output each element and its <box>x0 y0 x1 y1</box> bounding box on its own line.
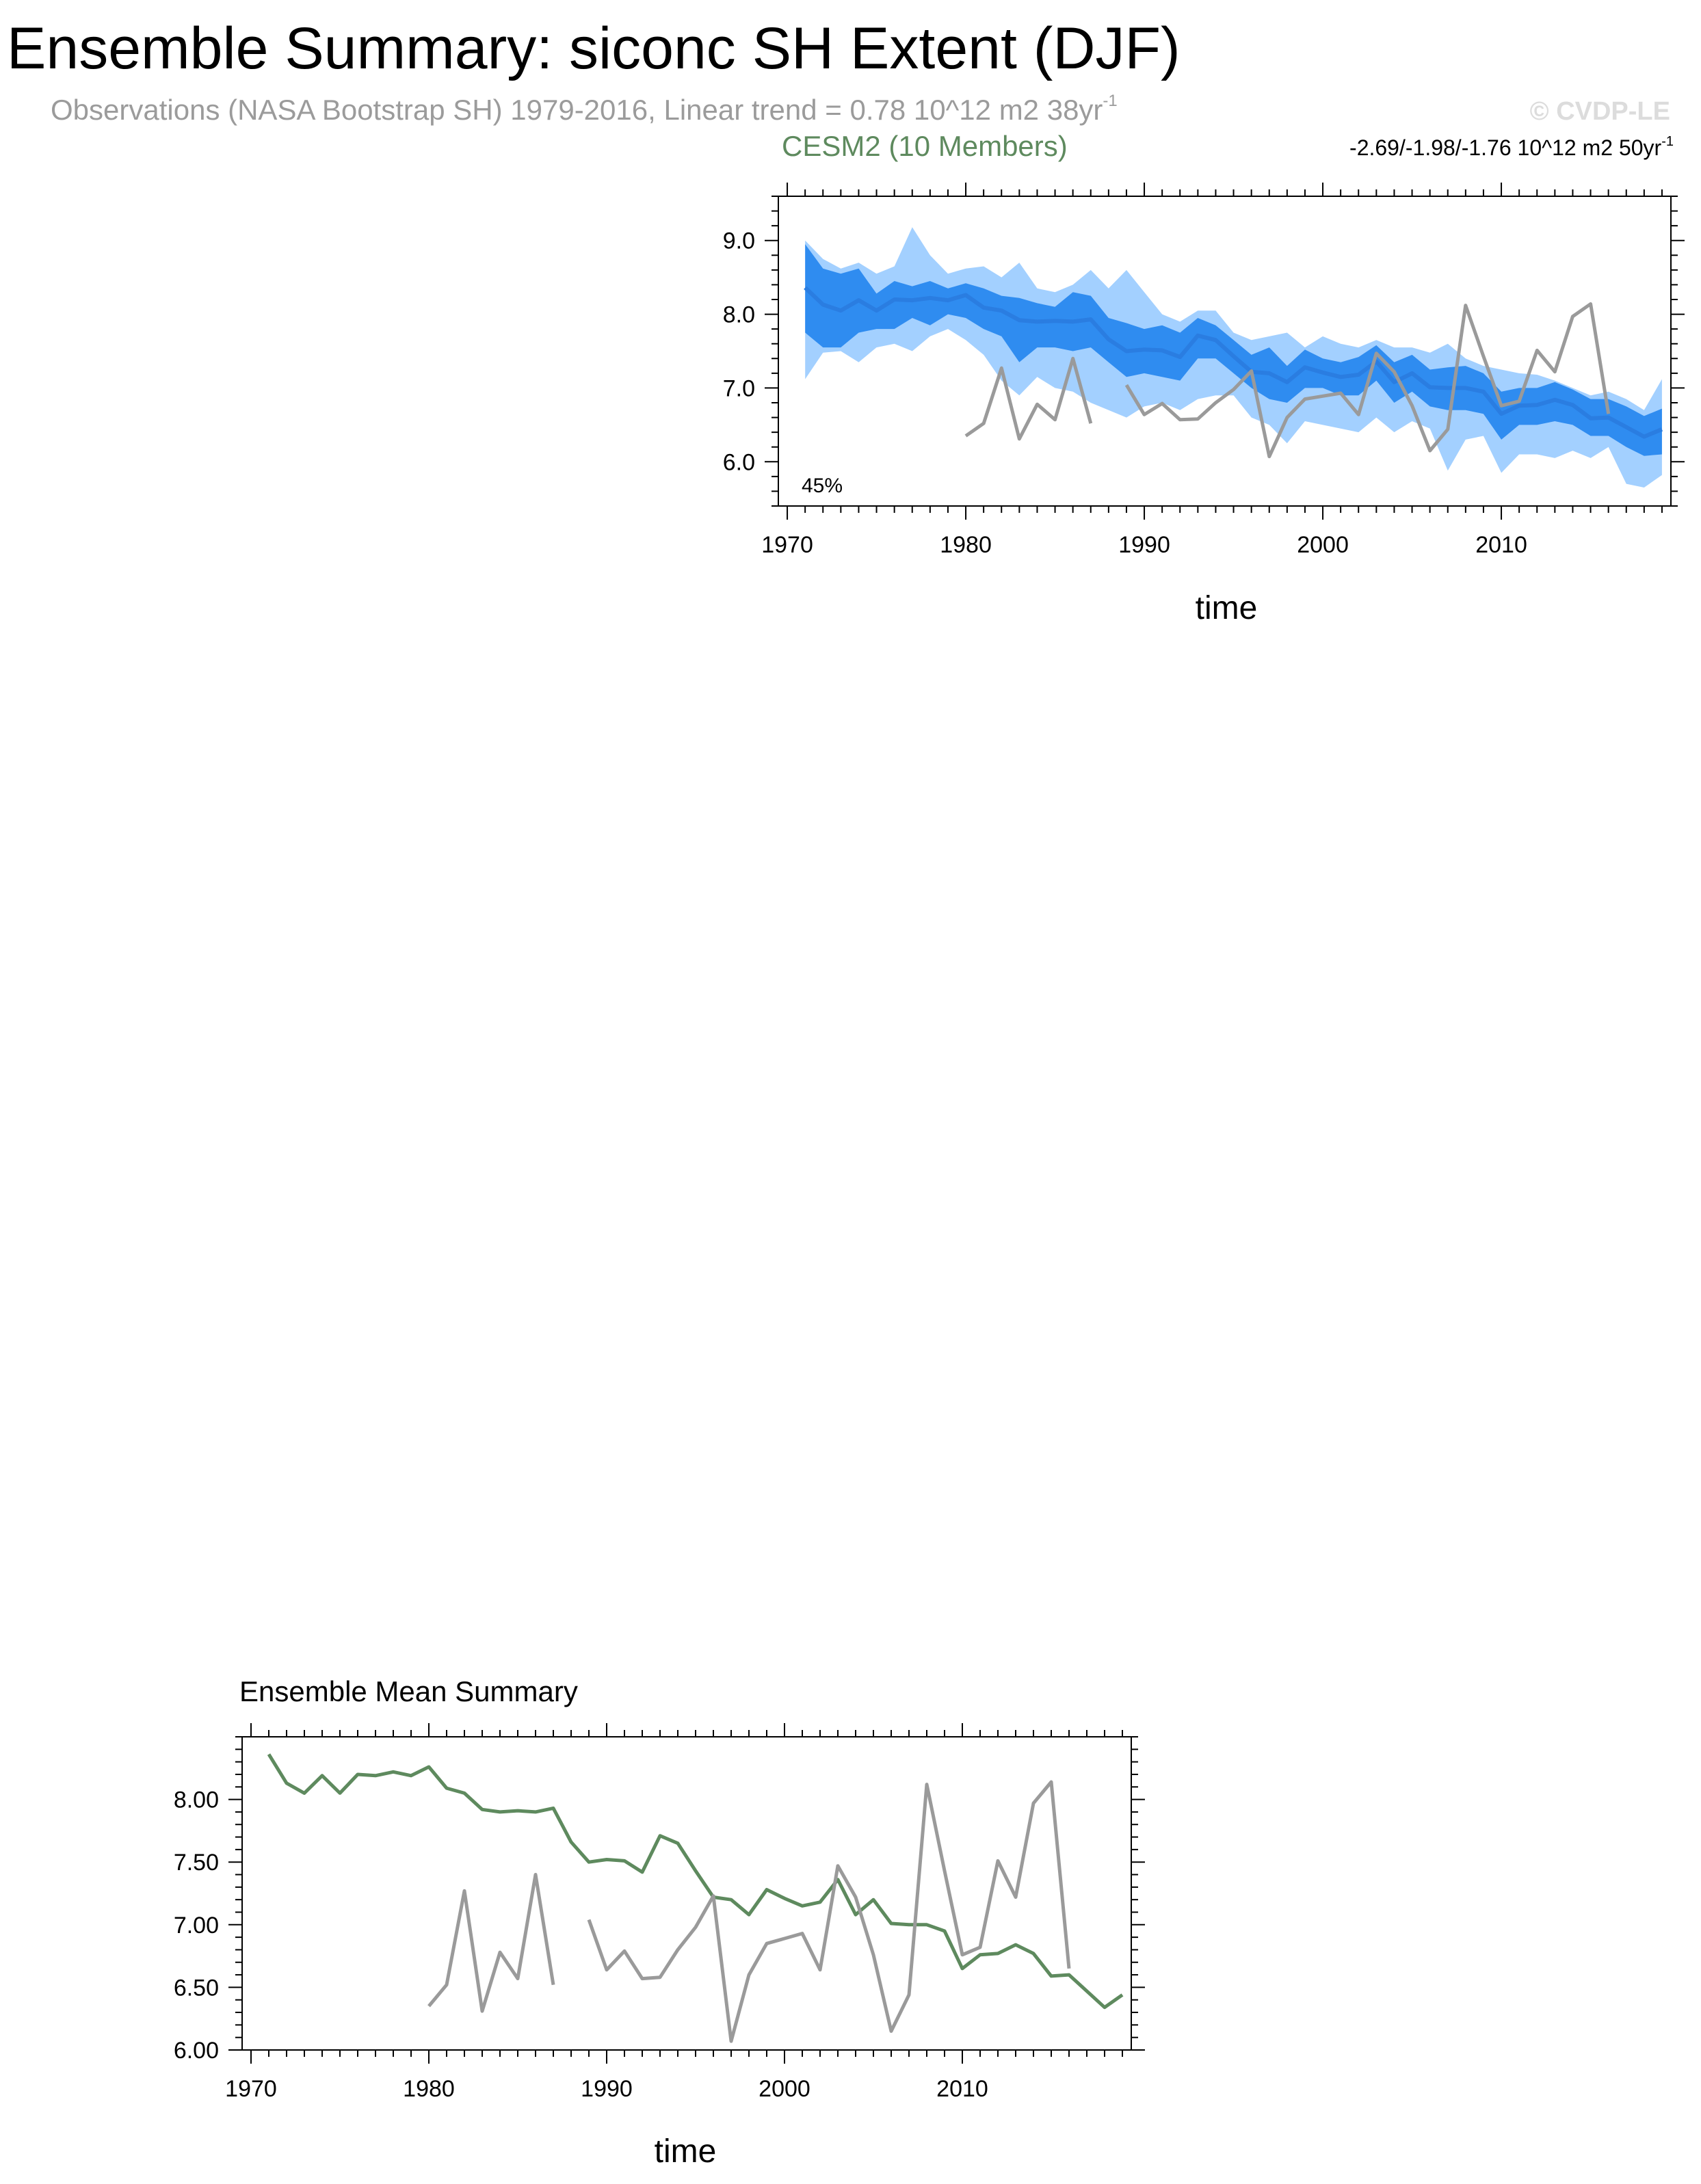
chart1-x-tick-label: 1970 <box>761 532 813 558</box>
chart2-y-tick-label: 8.00 <box>174 1787 219 1813</box>
chart2-x-tick-label: 1970 <box>225 2076 277 2102</box>
page-title: Ensemble Summary: siconc SH Extent (DJF) <box>7 16 1181 81</box>
ensemble-mean-line <box>804 286 1663 439</box>
chart2-x-axis-title: time <box>655 2133 717 2170</box>
chart2-y-tick-label: 7.00 <box>174 1913 219 1939</box>
chart1-plot-frame <box>778 196 1672 507</box>
trend-text: -2.69/-1.98/-1.76 10^12 m2 50yr-1 <box>1349 134 1674 161</box>
observations-text: Observations (NASA Bootstrap SH) 1979-20… <box>51 94 1103 126</box>
chart2-axes: 1970 1980 1990 2000 2010 6.00 6.50 7.00 7.50 8.00 <box>174 1723 1145 2102</box>
chart1-x-tick-label: 2000 <box>1297 532 1349 558</box>
chart1-x-tick-label: 1990 <box>1118 532 1170 558</box>
observations-line <box>964 302 1611 459</box>
chart2-lines <box>267 1753 1124 2043</box>
chart2-y-tick-label: 6.50 <box>174 1975 219 2001</box>
chart2-x-tick-label: 2000 <box>759 2076 810 2102</box>
chart1-y-tick-label: 7.0 <box>723 375 755 401</box>
trend-sup: -1 <box>1661 134 1674 149</box>
copyright-label: © CVDP-LE <box>1529 97 1670 126</box>
percent-label: 45% <box>802 475 843 497</box>
chart2-x-tick-label: 1980 <box>403 2076 455 2102</box>
chart1-x-tick-label: 1980 <box>940 532 992 558</box>
chart2-x-tick-label: 1990 <box>581 2076 633 2102</box>
chart1-y-tick-label: 8.0 <box>723 302 755 328</box>
mean-summary-title: Ensemble Mean Summary <box>239 1675 578 1707</box>
ensemble-mean-line-summary <box>267 1753 1124 2010</box>
observations-sup: -1 <box>1103 92 1118 110</box>
panel-title: CESM2 (10 Members) <box>782 130 1068 162</box>
observations-line-summary <box>427 1780 1071 2043</box>
trend-value: -2.69/-1.98/-1.76 10^12 m2 50yr <box>1349 135 1662 160</box>
chart2-y-tick-label: 6.00 <box>174 2038 219 2064</box>
chart2-x-tick-label: 2010 <box>936 2076 988 2102</box>
chart1-x-tick-label: 2010 <box>1475 532 1527 558</box>
chart1-axes: 1970 1980 1990 2000 2010 6.0 7.0 8.0 9.0 <box>723 183 1685 558</box>
chart2-plot-frame <box>241 1736 1132 2051</box>
chart1-y-tick-label: 6.0 <box>723 449 755 475</box>
chart1-lines <box>804 286 1663 459</box>
chart2-y-tick-label: 7.50 <box>174 1850 219 1876</box>
chart1-x-axis-title: time <box>1196 590 1258 626</box>
inner-spread-band <box>805 244 1662 456</box>
chart1-y-tick-label: 9.0 <box>723 228 755 254</box>
observations-subtitle: Observations (NASA Bootstrap SH) 1979-20… <box>51 92 1118 126</box>
